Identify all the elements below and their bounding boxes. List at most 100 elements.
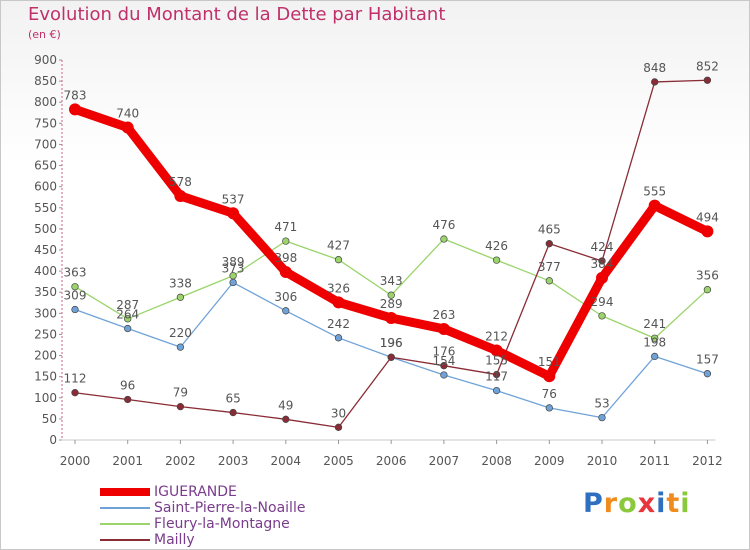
data-point	[596, 271, 608, 284]
data-point	[440, 235, 448, 243]
x-tick-label: 2001	[112, 454, 143, 468]
data-label: 242	[327, 317, 350, 331]
data-label: 306	[274, 290, 297, 304]
data-label: 783	[64, 88, 87, 102]
x-tick-label: 2012	[692, 454, 723, 468]
y-tick-label: 200	[34, 349, 57, 363]
data-label: 471	[274, 220, 297, 234]
data-label: 264	[116, 308, 139, 322]
data-label: 241	[643, 317, 666, 331]
y-tick-label: 300	[34, 306, 57, 320]
y-tick-label: 150	[34, 370, 57, 384]
data-label: 338	[169, 276, 192, 290]
data-label: 157	[696, 353, 719, 367]
data-point	[492, 386, 501, 395]
y-tick-label: 700	[34, 137, 57, 151]
data-point	[651, 334, 659, 342]
x-tick-label: 2003	[218, 454, 249, 468]
data-label: 537	[222, 192, 245, 206]
data-label: 176	[432, 345, 455, 359]
data-point	[282, 307, 290, 315]
data-point	[124, 324, 132, 333]
data-label: 377	[538, 260, 561, 274]
data-label: 155	[485, 354, 508, 368]
data-point	[543, 370, 556, 383]
y-tick-label: 50	[42, 412, 57, 426]
data-label: 398	[274, 251, 297, 265]
y-tick-label: 850	[34, 74, 57, 88]
data-label: 287	[116, 298, 139, 312]
legend-swatch	[100, 507, 150, 509]
data-point	[229, 272, 237, 280]
data-label: 76	[542, 387, 557, 401]
data-point	[440, 362, 448, 370]
data-point	[279, 265, 292, 278]
legend-swatch	[100, 539, 150, 541]
x-tick-label: 2002	[165, 454, 196, 468]
y-tick-label: 650	[34, 159, 57, 173]
data-point	[176, 293, 185, 301]
data-point	[174, 189, 187, 202]
data-point	[703, 286, 712, 294]
data-label: 424	[591, 240, 614, 254]
data-point	[282, 237, 290, 245]
y-tick-label: 350	[34, 285, 57, 299]
data-point	[176, 402, 185, 411]
data-label: 117	[485, 370, 508, 384]
y-tick-label: 450	[34, 243, 57, 257]
logo-letter: r	[603, 488, 619, 519]
chart-unit: (en €)	[28, 28, 61, 41]
data-label: 852	[696, 59, 719, 73]
data-label: 79	[173, 386, 188, 400]
data-point	[648, 199, 661, 212]
data-label: 96	[120, 378, 135, 392]
data-point	[651, 352, 659, 361]
x-tick-label: 2010	[587, 454, 618, 468]
data-point	[545, 277, 553, 285]
data-point	[71, 389, 79, 397]
data-point	[334, 334, 343, 342]
data-point	[598, 413, 606, 422]
data-label: 578	[169, 175, 192, 189]
data-point	[492, 370, 501, 379]
data-label: 112	[64, 372, 87, 386]
data-point	[282, 415, 290, 423]
data-point	[701, 225, 714, 238]
logo-letter: P	[583, 488, 604, 519]
data-label: 196	[380, 336, 403, 350]
x-tick-label: 2005	[323, 454, 354, 468]
data-label: 154	[432, 354, 455, 368]
logo-letter: t	[666, 488, 681, 519]
data-point	[492, 256, 501, 264]
data-point	[229, 278, 237, 287]
chart-title: Evolution du Montant de la Dette par Hab…	[28, 4, 446, 25]
data-point	[176, 343, 185, 351]
data-label: 53	[594, 397, 609, 411]
data-point	[71, 305, 79, 314]
x-tick-label: 2006	[376, 454, 407, 468]
data-point	[334, 256, 343, 264]
y-tick-label: 750	[34, 116, 57, 130]
y-tick-label: 800	[34, 95, 57, 109]
data-label: 212	[485, 329, 508, 343]
data-point	[69, 103, 81, 116]
data-label: 476	[432, 218, 455, 232]
x-tick-label: 2007	[429, 454, 460, 468]
data-point	[545, 240, 553, 248]
data-point	[437, 322, 450, 335]
data-label: 465	[538, 223, 561, 237]
data-point	[598, 257, 606, 265]
data-label: 309	[64, 289, 87, 303]
data-label: 65	[225, 392, 240, 406]
x-tick-label: 2011	[639, 454, 670, 468]
data-label: 263	[432, 308, 455, 322]
data-label: 848	[643, 61, 666, 75]
legend-label: IGUERANDE	[154, 484, 237, 500]
data-point	[598, 312, 606, 320]
data-point	[332, 296, 345, 309]
data-label: 326	[327, 281, 350, 295]
x-tick-label: 2004	[271, 454, 302, 468]
y-tick-label: 0	[49, 433, 57, 447]
